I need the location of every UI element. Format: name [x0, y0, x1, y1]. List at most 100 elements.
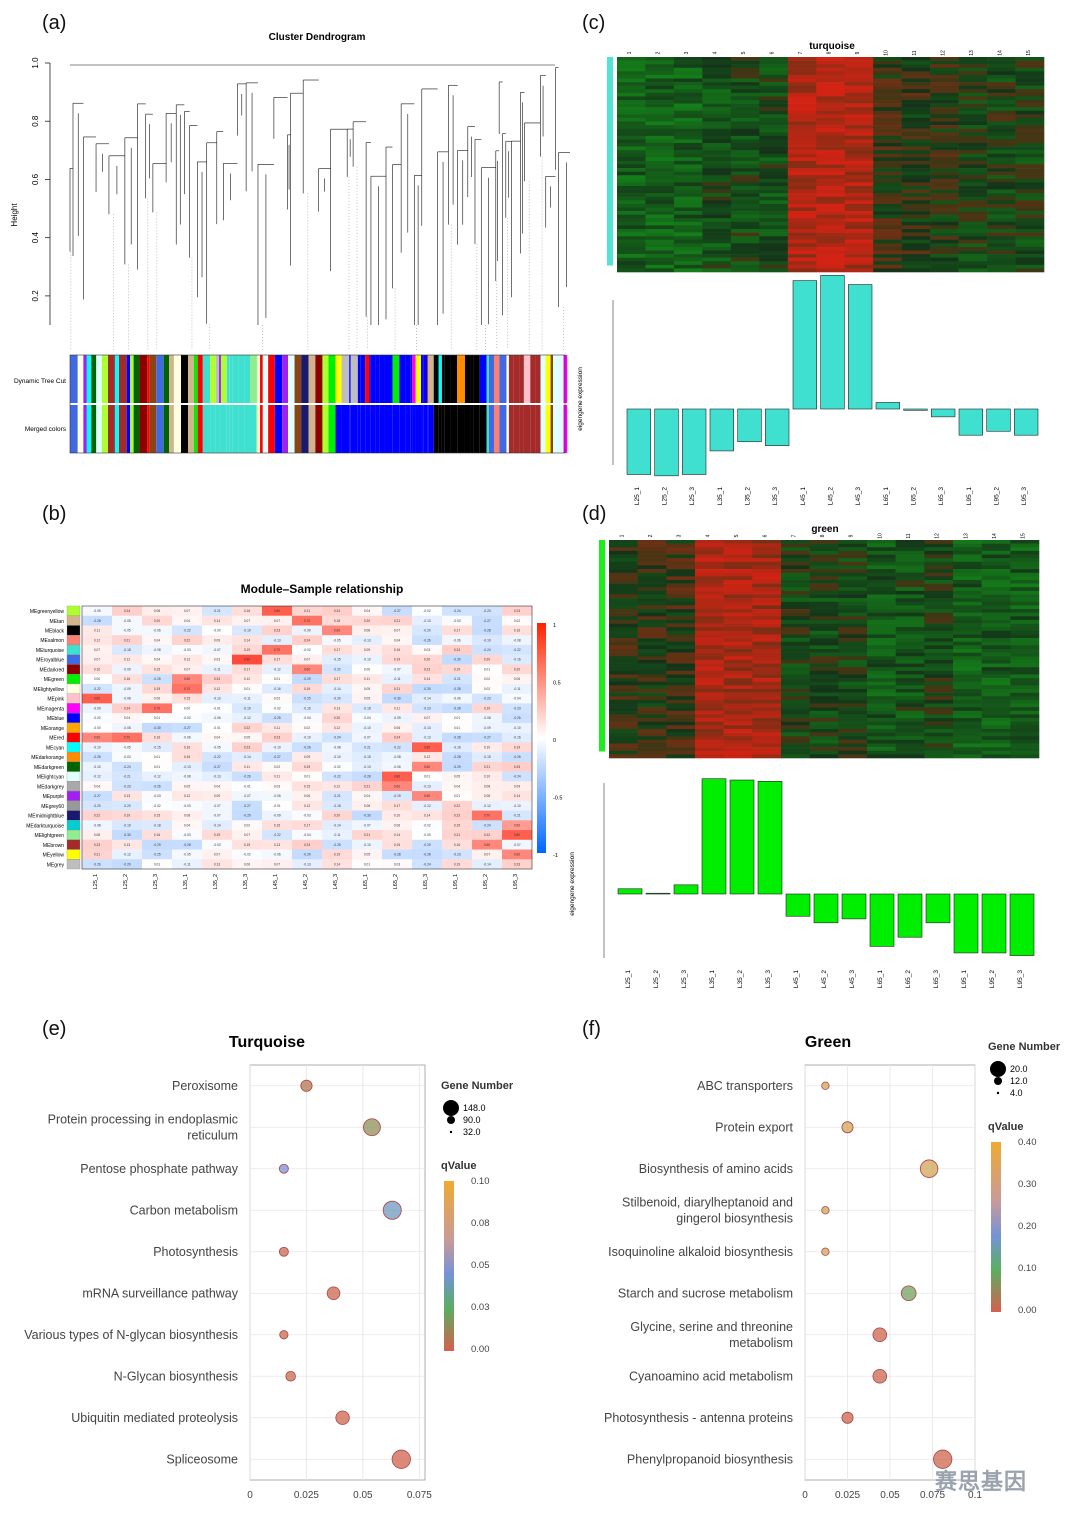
heatmap-b-cell-value: -0.23	[123, 784, 130, 788]
heatmap-cell	[787, 175, 817, 180]
heatmap-cell	[702, 250, 732, 255]
heatmap-cell	[873, 221, 902, 226]
heatmap-b-cell	[502, 732, 533, 743]
heatmap-cell	[752, 681, 782, 686]
heatmap-cell	[752, 569, 782, 573]
heatmap-cell	[838, 754, 868, 759]
dendrogram-ylabel: Height	[10, 203, 19, 227]
heatmap-cell	[759, 268, 789, 273]
heatmap-cell	[723, 547, 753, 552]
module-label: MEmidnightblue	[28, 814, 64, 820]
heatmap-col-number: 9	[855, 51, 861, 54]
heatmap-cell	[873, 107, 902, 112]
heatmap-cell	[867, 736, 896, 741]
eigengene-bar	[875, 402, 900, 410]
heatmap-b-cell-value: 0.25	[514, 765, 520, 769]
merged-band-cell	[188, 405, 194, 453]
heatmap-b-cell	[412, 810, 443, 821]
heatmap-cell	[666, 569, 696, 573]
heatmap-cell	[730, 214, 760, 219]
heatmap-cell	[1010, 550, 1040, 555]
heatmap-b-cell-value: 0.16	[184, 755, 190, 759]
eigengene-bar	[729, 779, 755, 895]
heatmap-cell	[723, 714, 753, 719]
size-legend-dot	[996, 1091, 1000, 1095]
heatmap-cell	[930, 121, 959, 126]
heatmap-b-cell-value: -0.30	[393, 697, 400, 701]
eigengene-bar	[709, 408, 734, 452]
heatmap-cell	[901, 150, 931, 155]
heatmap-cell	[958, 89, 988, 94]
heatmap-b-cell-value: -0.11	[243, 697, 250, 701]
heatmap-cell	[645, 121, 675, 126]
heatmap-b-cell	[172, 625, 203, 636]
heatmap-cell	[844, 203, 874, 208]
heatmap-b-cell	[142, 654, 173, 665]
heatmap-b-cell-value: 0.07	[244, 833, 250, 837]
heatmap-cell	[617, 211, 646, 215]
heatmap-cell	[752, 732, 782, 737]
heatmap-cell	[617, 60, 646, 65]
heatmap-cell	[930, 229, 959, 233]
heatmap-cell	[609, 710, 638, 715]
heatmap-col-number: 2	[648, 534, 654, 537]
heatmap-cell	[958, 139, 988, 144]
dynamic-band-cell	[369, 355, 371, 403]
heatmap-cell	[1015, 243, 1045, 248]
heatmap-b-cell-value: -0.09	[273, 814, 280, 818]
heatmap-cell	[781, 623, 810, 628]
heatmap-cell	[695, 590, 724, 595]
heatmap-cell	[924, 601, 954, 606]
heatmap-b-cell	[232, 752, 263, 763]
heatmap-cell	[895, 558, 925, 563]
heatmap-b-sample-label: L45_1	[273, 874, 279, 889]
heatmap-cell	[838, 638, 868, 643]
heatmap-cell	[953, 619, 982, 624]
heatmap-cell	[924, 609, 954, 613]
heatmap-cell	[637, 569, 667, 573]
heatmap-cell	[901, 236, 931, 241]
heatmap-cell	[1015, 211, 1045, 215]
eigengene-bar	[673, 884, 699, 895]
heatmap-b-cell-value: -0.03	[453, 619, 460, 623]
heatmap-cell	[1015, 175, 1045, 180]
merged-band-cell	[421, 405, 423, 453]
heatmap-cell	[723, 728, 753, 733]
heatmap-cell	[924, 652, 954, 657]
heatmap-cell	[752, 750, 782, 755]
heatmap-cell	[1010, 623, 1040, 628]
dynamic-band-cell	[360, 355, 366, 403]
merged-band-cell	[114, 405, 119, 453]
heatmap-cell	[809, 623, 839, 628]
heatmap-b-sample-label: L25_3	[153, 874, 159, 889]
heatmap-cell	[901, 171, 931, 176]
dynamic-band-cell	[550, 355, 554, 403]
heatmap-b-cell-value: -0.13	[423, 784, 430, 788]
heatmap-cell	[1015, 229, 1045, 233]
heatmap-b-cell-value: -0.02	[93, 716, 100, 720]
heatmap-cell	[730, 67, 760, 72]
heatmap-cell	[666, 725, 696, 730]
heatmap-b-cell-value: -0.13	[213, 697, 220, 701]
heatmap-cell	[981, 656, 1011, 661]
heatmap-b-cell	[202, 606, 233, 616]
heatmap-cell	[844, 107, 874, 112]
heatmap-cell	[930, 243, 959, 248]
heatmap-b-cell-value: -0.06	[153, 629, 160, 633]
heatmap-b-cell-value: -0.08	[333, 745, 340, 749]
merged-band-cell	[479, 405, 487, 453]
heatmap-cell	[702, 196, 732, 201]
heatmap-cell	[723, 627, 753, 632]
heatmap-b-cell	[172, 781, 203, 792]
dynamic-band-cell	[530, 355, 536, 403]
size-legend-label: 148.0	[463, 1103, 486, 1113]
heatmap-b-cell	[142, 781, 173, 792]
sample-label: L45_3	[855, 487, 862, 505]
heatmap-cell	[981, 634, 1011, 639]
dendrogram-ytick-label: 0.8	[31, 115, 40, 127]
heatmap-cell	[901, 175, 931, 180]
heatmap-b-cell-value: -0.03	[183, 804, 190, 808]
heatmap-b-cell	[232, 820, 263, 831]
heatmap-cell	[930, 146, 959, 151]
